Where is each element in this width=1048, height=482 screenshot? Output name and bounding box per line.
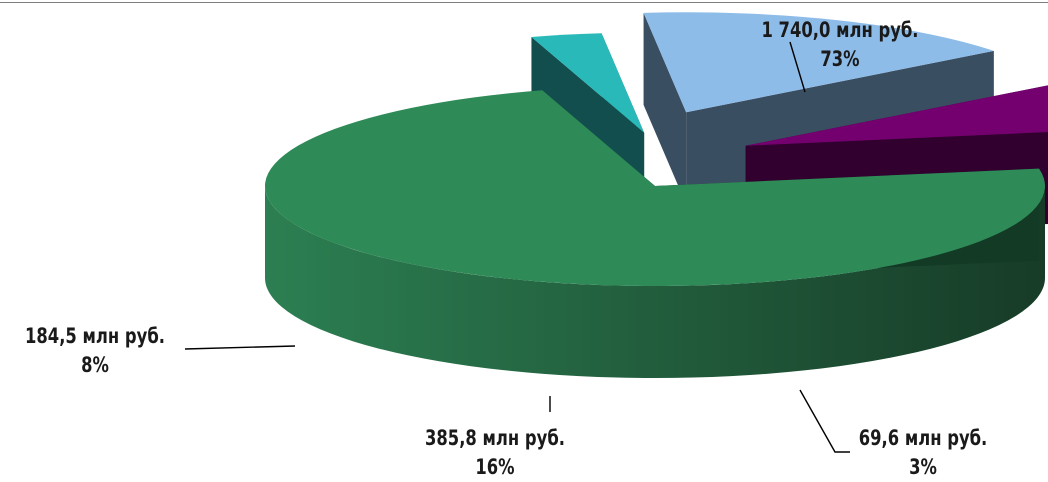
label-slice-4-value: 184,5 млн руб. (25, 324, 165, 348)
label-slice-1: 1 740,0 млн руб. 73% (758, 16, 922, 74)
label-slice-1-percent: 73% (820, 47, 860, 71)
leader-line-slice-2 (799, 389, 850, 453)
label-slice-1-value: 1 740,0 млн руб. (761, 18, 919, 42)
slice-2-top (531, 33, 645, 133)
slice-1-rim-side (265, 186, 1045, 378)
label-slice-3: 385,8 млн руб. 16% (413, 424, 577, 482)
label-slice-4: 184,5 млн руб. 8% (21, 322, 169, 380)
slice-3-top (643, 12, 994, 113)
slice-4-top (745, 85, 1048, 146)
leader-line-slice-4 (184, 345, 296, 350)
label-slice-2-value: 69,6 млн руб. (858, 426, 988, 450)
top-frame-line (0, 2, 1048, 3)
slice-3-cut-face (643, 12, 687, 205)
label-slice-2: 69,6 млн руб. 3% (841, 424, 1005, 482)
slice-1-top (265, 90, 1045, 286)
label-slice-4-percent: 8% (81, 353, 109, 377)
label-slice-3-percent: 16% (475, 455, 515, 479)
label-slice-3-value: 385,8 млн руб. (425, 426, 565, 450)
label-slice-2-percent: 3% (909, 455, 937, 479)
leader-line-slice-1 (789, 41, 806, 93)
